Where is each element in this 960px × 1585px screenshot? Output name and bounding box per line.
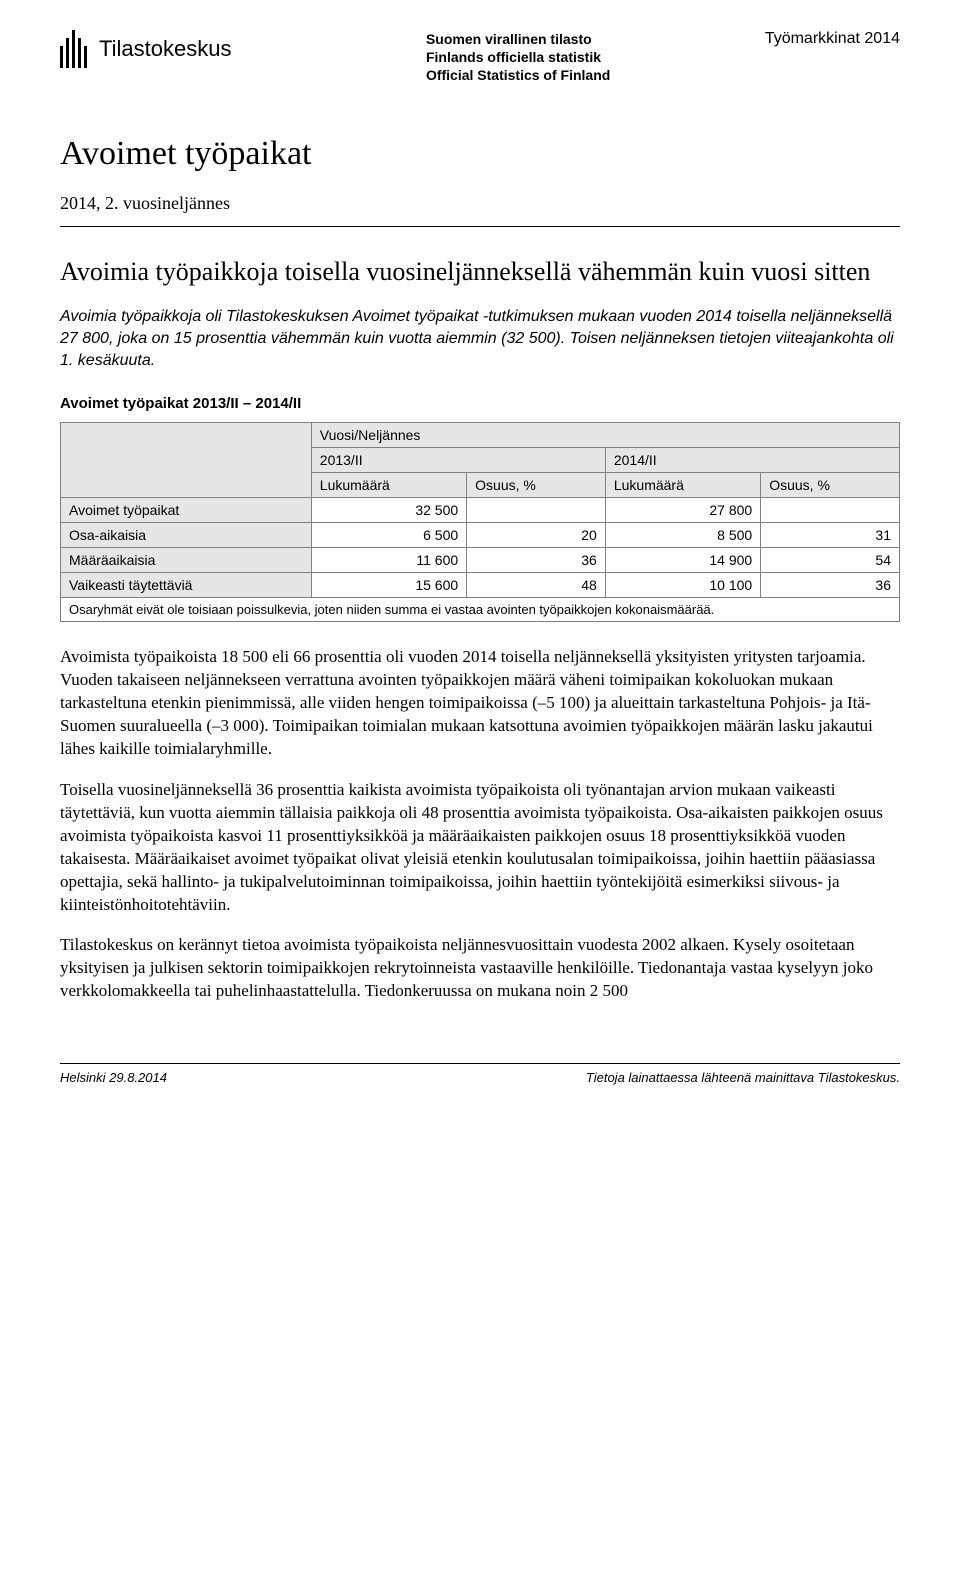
table-period-2: 2014/II bbox=[605, 448, 899, 473]
cell: 36 bbox=[467, 548, 606, 573]
page-subtitle: 2014, 2. vuosineljännes bbox=[60, 193, 900, 214]
tilastokeskus-logo-icon bbox=[60, 30, 87, 68]
cell: 14 900 bbox=[605, 548, 760, 573]
cell: 15 600 bbox=[311, 573, 466, 598]
page-header: Tilastokeskus Suomen virallinen tilasto … bbox=[60, 30, 900, 85]
cell: 8 500 bbox=[605, 523, 760, 548]
table-row: Osa-aikaisia 6 500 20 8 500 31 bbox=[61, 523, 900, 548]
table-subhead: Lukumäärä bbox=[311, 473, 466, 498]
table-subhead: Lukumäärä bbox=[605, 473, 760, 498]
cell bbox=[761, 498, 900, 523]
official-line-2: Finlands officiella statistik bbox=[426, 48, 610, 66]
logo-block: Tilastokeskus bbox=[60, 30, 231, 68]
intro-paragraph: Avoimia työpaikkoja oli Tilastokeskuksen… bbox=[60, 306, 900, 371]
data-table: Vuosi/Neljännes 2013/II 2014/II Lukumäär… bbox=[60, 422, 900, 622]
row-label: Vaikeasti täytettäviä bbox=[61, 573, 312, 598]
table-corner-cell bbox=[61, 423, 312, 498]
row-label: Määräaikaisia bbox=[61, 548, 312, 573]
page-title: Avoimet työpaikat bbox=[60, 135, 900, 173]
category-label: Työmarkkinat 2014 bbox=[765, 30, 900, 48]
row-label: Avoimet työpaikat bbox=[61, 498, 312, 523]
headline: Avoimia työpaikkoja toisella vuosineljän… bbox=[60, 255, 900, 289]
page-footer: Helsinki 29.8.2014 Tietoja lainattaessa … bbox=[60, 1063, 900, 1085]
table-subhead: Osuus, % bbox=[467, 473, 606, 498]
cell: 54 bbox=[761, 548, 900, 573]
body-paragraph: Toisella vuosineljänneksellä 36 prosentt… bbox=[60, 779, 900, 917]
logo-text: Tilastokeskus bbox=[99, 36, 231, 62]
table-row: Vaikeasti täytettäviä 15 600 48 10 100 3… bbox=[61, 573, 900, 598]
table-row: Määräaikaisia 11 600 36 14 900 54 bbox=[61, 548, 900, 573]
table-row: Avoimet työpaikat 32 500 27 800 bbox=[61, 498, 900, 523]
cell: 10 100 bbox=[605, 573, 760, 598]
row-label: Osa-aikaisia bbox=[61, 523, 312, 548]
cell: 48 bbox=[467, 573, 606, 598]
cell: 20 bbox=[467, 523, 606, 548]
footer-date: Helsinki 29.8.2014 bbox=[60, 1070, 167, 1085]
table-footnote-row: Osaryhmät eivät ole toisiaan poissulkevi… bbox=[61, 598, 900, 622]
cell bbox=[467, 498, 606, 523]
table-subhead: Osuus, % bbox=[761, 473, 900, 498]
table-period-1: 2013/II bbox=[311, 448, 605, 473]
official-line-1: Suomen virallinen tilasto bbox=[426, 30, 610, 48]
cell: 36 bbox=[761, 573, 900, 598]
cell: 27 800 bbox=[605, 498, 760, 523]
table-title: Avoimet työpaikat 2013/II – 2014/II bbox=[60, 395, 900, 412]
body-paragraph: Tilastokeskus on kerännyt tietoa avoimis… bbox=[60, 934, 900, 1003]
cell: 32 500 bbox=[311, 498, 466, 523]
footer-attribution: Tietoja lainattaessa lähteenä mainittava… bbox=[586, 1070, 900, 1085]
official-statistics-label: Suomen virallinen tilasto Finlands offic… bbox=[426, 30, 610, 85]
body-paragraph: Avoimista työpaikoista 18 500 eli 66 pro… bbox=[60, 646, 900, 761]
table-super-header: Vuosi/Neljännes bbox=[311, 423, 899, 448]
cell: 31 bbox=[761, 523, 900, 548]
official-line-3: Official Statistics of Finland bbox=[426, 66, 610, 84]
title-divider bbox=[60, 226, 900, 227]
table-footnote: Osaryhmät eivät ole toisiaan poissulkevi… bbox=[61, 598, 900, 622]
cell: 11 600 bbox=[311, 548, 466, 573]
cell: 6 500 bbox=[311, 523, 466, 548]
